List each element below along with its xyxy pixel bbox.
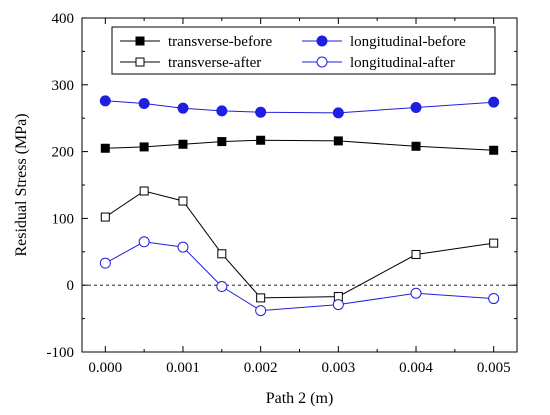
series-layer — [99, 95, 500, 317]
data-point — [411, 141, 421, 151]
legend-label: longitudinal-after — [350, 55, 455, 71]
legend-box — [111, 26, 496, 75]
data-point — [216, 281, 228, 293]
data-point — [138, 236, 150, 248]
data-point — [99, 257, 111, 269]
series-longitudinal-before — [99, 95, 500, 119]
series-line — [105, 241, 494, 312]
legend-label: longitudinal-before — [350, 34, 466, 50]
ticks-layer: 0.000 0.001 0.002 0.003 0.004 0.005 -100 0 100 20… — [47, 11, 517, 376]
data-point — [216, 105, 228, 117]
data-point — [178, 139, 188, 149]
data-point — [217, 249, 227, 259]
data-point — [139, 142, 149, 152]
series-line — [105, 139, 494, 151]
data-point — [255, 106, 267, 118]
data-point — [332, 107, 344, 119]
data-point — [177, 102, 189, 114]
legend-marker — [316, 56, 328, 68]
data-point — [100, 212, 110, 222]
series-transverse-before — [100, 135, 499, 155]
data-point — [332, 299, 344, 311]
data-point — [217, 137, 227, 147]
legend: transverse-before longitudinal-before tran… — [111, 26, 496, 75]
legend-marker — [316, 35, 328, 47]
data-point — [255, 305, 267, 317]
data-point — [411, 249, 421, 259]
y-tick-label: -100 — [47, 345, 75, 361]
data-point — [138, 98, 150, 110]
data-point — [488, 96, 500, 108]
data-point — [410, 287, 422, 299]
data-point — [333, 136, 343, 146]
x-tick-label: 0.003 — [321, 360, 355, 376]
x-tick-label: 0.000 — [88, 360, 122, 376]
y-tick-label: 100 — [52, 211, 75, 227]
legend-marker — [135, 36, 145, 46]
series-line — [105, 190, 494, 299]
y-tick-label: 400 — [52, 11, 75, 27]
x-tick-label: 0.002 — [244, 360, 278, 376]
data-point — [488, 293, 500, 305]
data-point — [177, 241, 189, 253]
data-point — [139, 186, 149, 196]
x-tick-label: 0.001 — [166, 360, 200, 376]
series-line — [105, 100, 494, 114]
data-point — [178, 196, 188, 206]
y-axis-label: Residual Stress (MPa) — [13, 113, 30, 256]
data-point — [256, 293, 266, 303]
data-point — [489, 145, 499, 155]
data-point — [99, 95, 111, 107]
x-tick-label: 0.005 — [477, 360, 511, 376]
series-longitudinal-after — [99, 236, 500, 317]
data-point — [256, 135, 266, 145]
y-tick-label: 0 — [67, 278, 75, 294]
legend-marker — [135, 57, 145, 67]
data-point — [489, 238, 499, 248]
legend-item-longitudinal-before: longitudinal-before — [302, 34, 466, 50]
x-tick-label: 0.004 — [399, 360, 433, 376]
y-tick-label: 300 — [52, 78, 75, 94]
x-axis-label: Path 2 (m) — [266, 390, 334, 407]
legend-item-longitudinal-after: longitudinal-after — [302, 55, 455, 71]
data-point — [410, 102, 422, 114]
y-tick-label: 200 — [52, 145, 75, 161]
legend-item-transverse-after: transverse-after — [120, 55, 261, 71]
series-transverse-after — [100, 186, 499, 303]
legend-label: transverse-before — [168, 34, 272, 50]
data-point — [100, 143, 110, 153]
legend-label: transverse-after — [168, 55, 261, 71]
legend-item-transverse-before: transverse-before — [120, 34, 272, 50]
